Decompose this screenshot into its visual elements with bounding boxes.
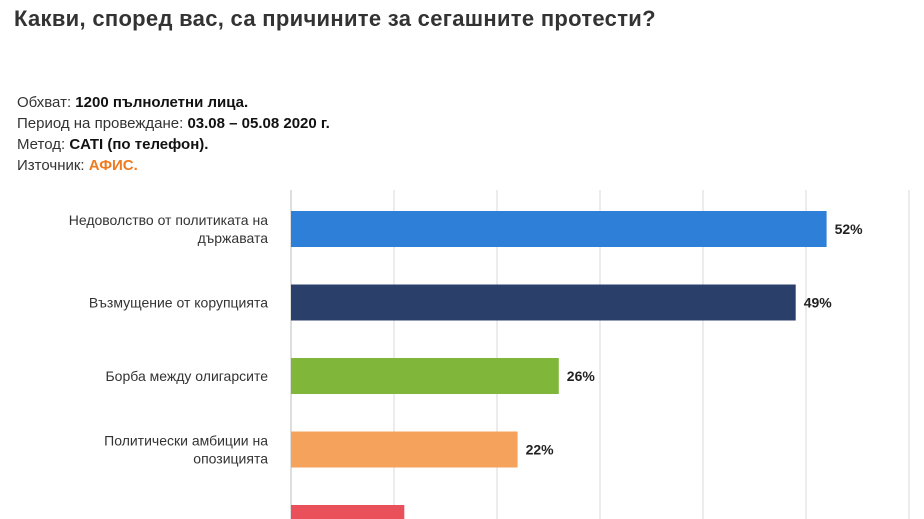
chart-title: Какви, според вас, са причините за сегаш…: [14, 6, 656, 31]
category-label: Възмущение от корупцията: [89, 295, 268, 311]
period-value: 03.08 – 05.08 2020 г.: [187, 115, 330, 132]
period-label: Период на провеждане:: [17, 115, 184, 132]
bar: [291, 284, 796, 321]
source-row: Източник: АФИС.: [17, 155, 330, 176]
data-label: 49%: [804, 295, 833, 311]
period-row: Период на провеждане: 03.08 – 05.08 2020…: [17, 113, 330, 134]
source-value: АФИС.: [88, 157, 138, 174]
scope-row: Обхват: 1200 пълнолетни лица.: [17, 92, 330, 113]
scope-label: Обхват:: [17, 94, 72, 111]
bar: [291, 358, 559, 394]
data-label: 52%: [835, 221, 864, 237]
category-label: опозицията: [193, 451, 268, 467]
method-value: CATI (по телефон).: [69, 136, 209, 153]
survey-info: Обхват: 1200 пълнолетни лица. Период на …: [17, 92, 330, 176]
bar-chart: Недоволство от политиката на държавата 52%…: [69, 190, 910, 519]
category-label: Борба между олигарсите: [105, 368, 268, 384]
method-label: Метод:: [17, 136, 66, 153]
bar: [291, 431, 518, 468]
method-row: Метод: CATI (по телефон).: [17, 134, 330, 155]
category-label: държавата: [198, 230, 269, 246]
source-label: Източник:: [17, 157, 85, 174]
category-label: Политически амбиции на: [104, 433, 268, 449]
data-label: 26%: [567, 368, 596, 384]
data-label: 22%: [526, 442, 555, 458]
scope-value: 1200 пълнолетни лица.: [75, 94, 249, 111]
bar: [291, 505, 405, 519]
category-label: Недоволство от политиката на: [69, 212, 268, 228]
bar: [291, 211, 827, 247]
